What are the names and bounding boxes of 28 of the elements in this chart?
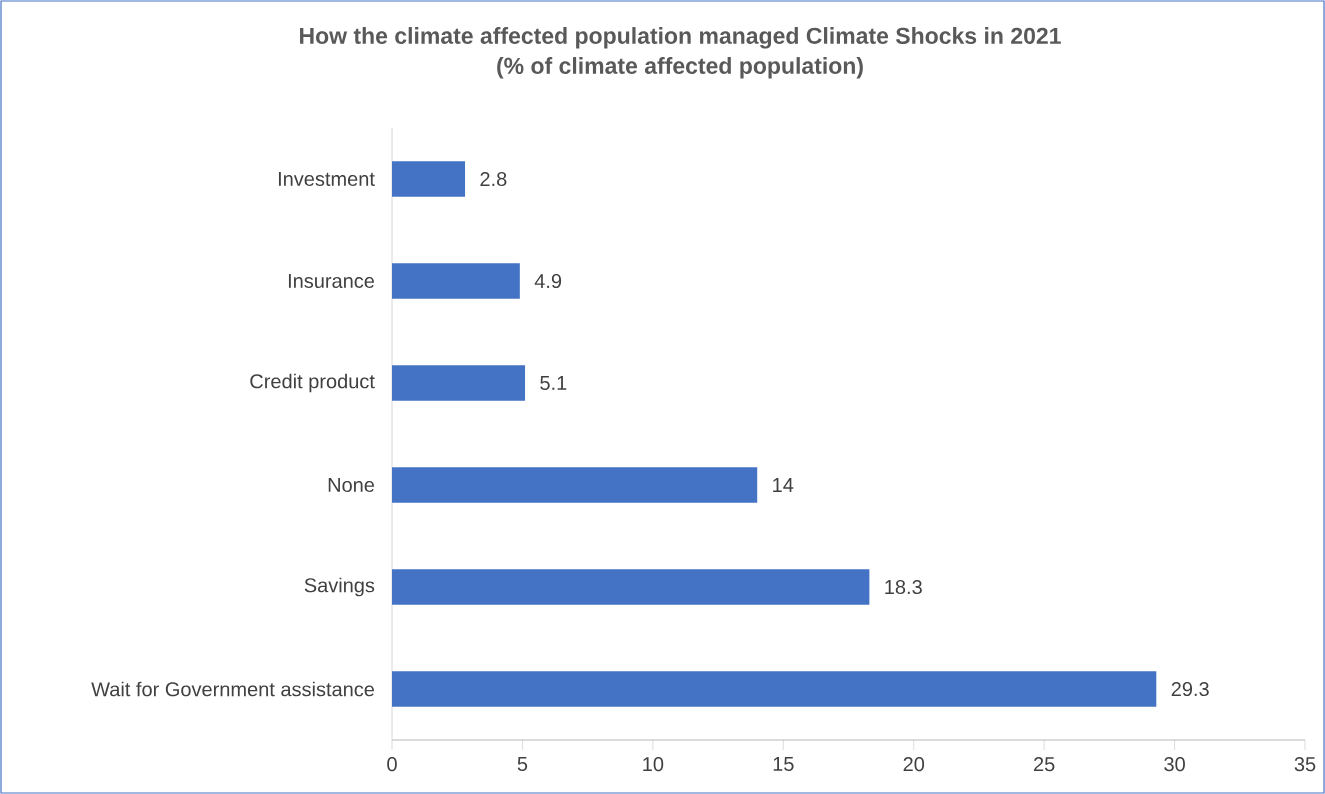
bar (392, 569, 870, 605)
bar (392, 671, 1157, 707)
x-tick-label: 5 (517, 757, 528, 772)
y-tick-label: None (328, 478, 375, 492)
data-label: 29.3 (1171, 681, 1209, 697)
y-tick-label: Wait for Government assistance (91, 681, 375, 697)
chart-title: How the climate affected population managed Climate Shocks in 2021 (300, 27, 1061, 49)
y-tick-label: Credit product (250, 373, 375, 393)
y-tick-label: Savings (304, 577, 375, 597)
y-tick-label: Investment (278, 172, 375, 186)
data-label: 4.9 (534, 273, 562, 289)
x-tick-label: 25 (1034, 757, 1055, 772)
bar (392, 467, 758, 503)
data-label: 18.3 (885, 579, 922, 595)
y-tick-label: Insurance (288, 274, 375, 288)
bar (392, 365, 526, 401)
x-tick-label: 35 (1294, 757, 1316, 772)
x-tick-label: 30 (1164, 757, 1185, 772)
data-label: 14 (773, 478, 794, 492)
bar (392, 263, 520, 299)
x-tick-label: 10 (643, 757, 664, 772)
x-tick-label: 0 (387, 757, 397, 772)
data-label: 2.8 (480, 171, 507, 187)
chart-subtitle: (% of climate affected population) (497, 57, 863, 79)
data-label: 5.1 (540, 376, 567, 390)
bar (392, 161, 466, 197)
x-tick-label: 15 (773, 757, 794, 772)
x-tick-label: 20 (903, 757, 925, 772)
